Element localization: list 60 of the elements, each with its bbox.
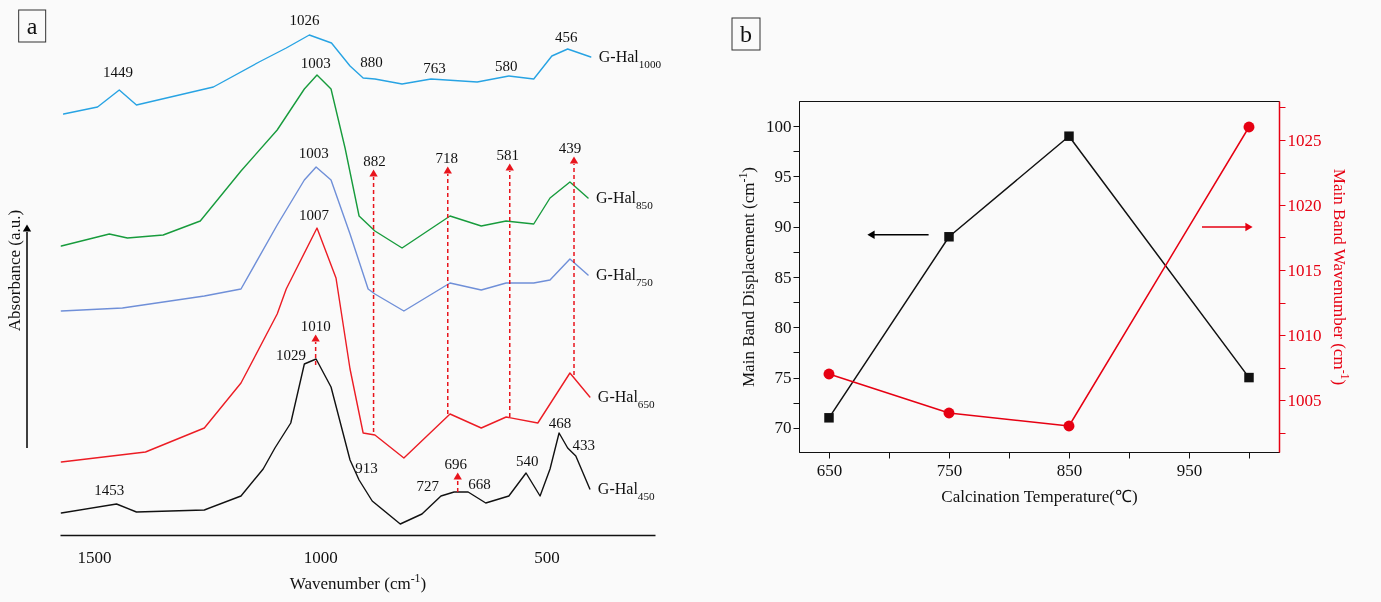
point (1244, 372, 1254, 383)
y-tick-label: 100 (766, 116, 792, 136)
y2-tick-label: 1025 (1287, 130, 1322, 150)
annotation: 668 (468, 476, 491, 492)
series-label: G-Hal$_{750}$ (596, 266, 654, 288)
annotation: 1003 (300, 55, 331, 71)
y-tick-label: 95 (774, 166, 792, 186)
point (1063, 420, 1075, 432)
x-tick-label: 750 (936, 460, 963, 480)
annotation: 1007 (299, 207, 330, 223)
series-label: G-Hal$_{650}$ (597, 388, 656, 410)
y2-tick-label: 1010 (1287, 325, 1322, 345)
annotation: 1449 (103, 64, 134, 80)
series-label: G-Hal$_{450}$ (597, 480, 656, 502)
x-axis-title: Calcination Temperature(℃) (941, 486, 1138, 506)
x-tick-label: 500 (534, 547, 560, 567)
y-tick-label: 90 (774, 217, 792, 237)
point (1064, 131, 1074, 141)
y-tick-label: 75 (774, 368, 792, 388)
series-label: G-Hal$_{1000}$ (598, 48, 662, 70)
x-tick-label: 850 (1056, 460, 1083, 480)
annotation: 439 (558, 140, 582, 156)
annotation: 880 (360, 54, 383, 70)
annotation: 468 (548, 415, 572, 431)
annotation: 1026 (289, 12, 320, 28)
y-tick-label: 70 (774, 418, 792, 438)
x-tick-label: 1000 (303, 547, 338, 567)
annotation: 456 (555, 29, 579, 45)
annotation: 581 (496, 147, 520, 163)
x-tick-label: 950 (1176, 460, 1203, 480)
annotation: 580 (494, 58, 518, 74)
point (1243, 121, 1255, 133)
x-axis-title: Wavenumber (cm$^{-1}$) (289, 570, 427, 593)
annotation: 718 (435, 150, 459, 166)
point (823, 368, 835, 380)
annotation: 540 (516, 453, 539, 469)
annotation: 763 (423, 60, 446, 76)
chart-title: a (26, 13, 38, 39)
y2-tick-label: 1005 (1287, 390, 1322, 410)
annotation: 913 (355, 460, 378, 476)
y-axis-title: Absorbance (a.u.) (4, 209, 24, 332)
annotation: 1029 (276, 346, 307, 363)
series-label: G-Hal$_{850}$ (596, 189, 654, 211)
y-tick-label: 80 (774, 317, 792, 337)
y-tick-label: 85 (774, 267, 792, 287)
point (944, 232, 954, 242)
point (943, 407, 955, 419)
y2-tick-label: 1015 (1287, 260, 1322, 280)
annotation: 1003 (298, 145, 329, 161)
x-tick-label: 650 (816, 460, 843, 480)
annotation: 696 (444, 456, 468, 472)
point (824, 413, 834, 423)
annotation: 433 (572, 437, 595, 453)
chart-title: b (740, 21, 752, 47)
y2-tick-label: 1020 (1287, 195, 1322, 215)
annotation: 1010 (300, 318, 331, 334)
annotation: 727 (416, 478, 440, 494)
annotation: 1453 (94, 482, 125, 498)
annotation: 882 (363, 153, 386, 169)
x-tick-label: 1500 (77, 547, 112, 567)
